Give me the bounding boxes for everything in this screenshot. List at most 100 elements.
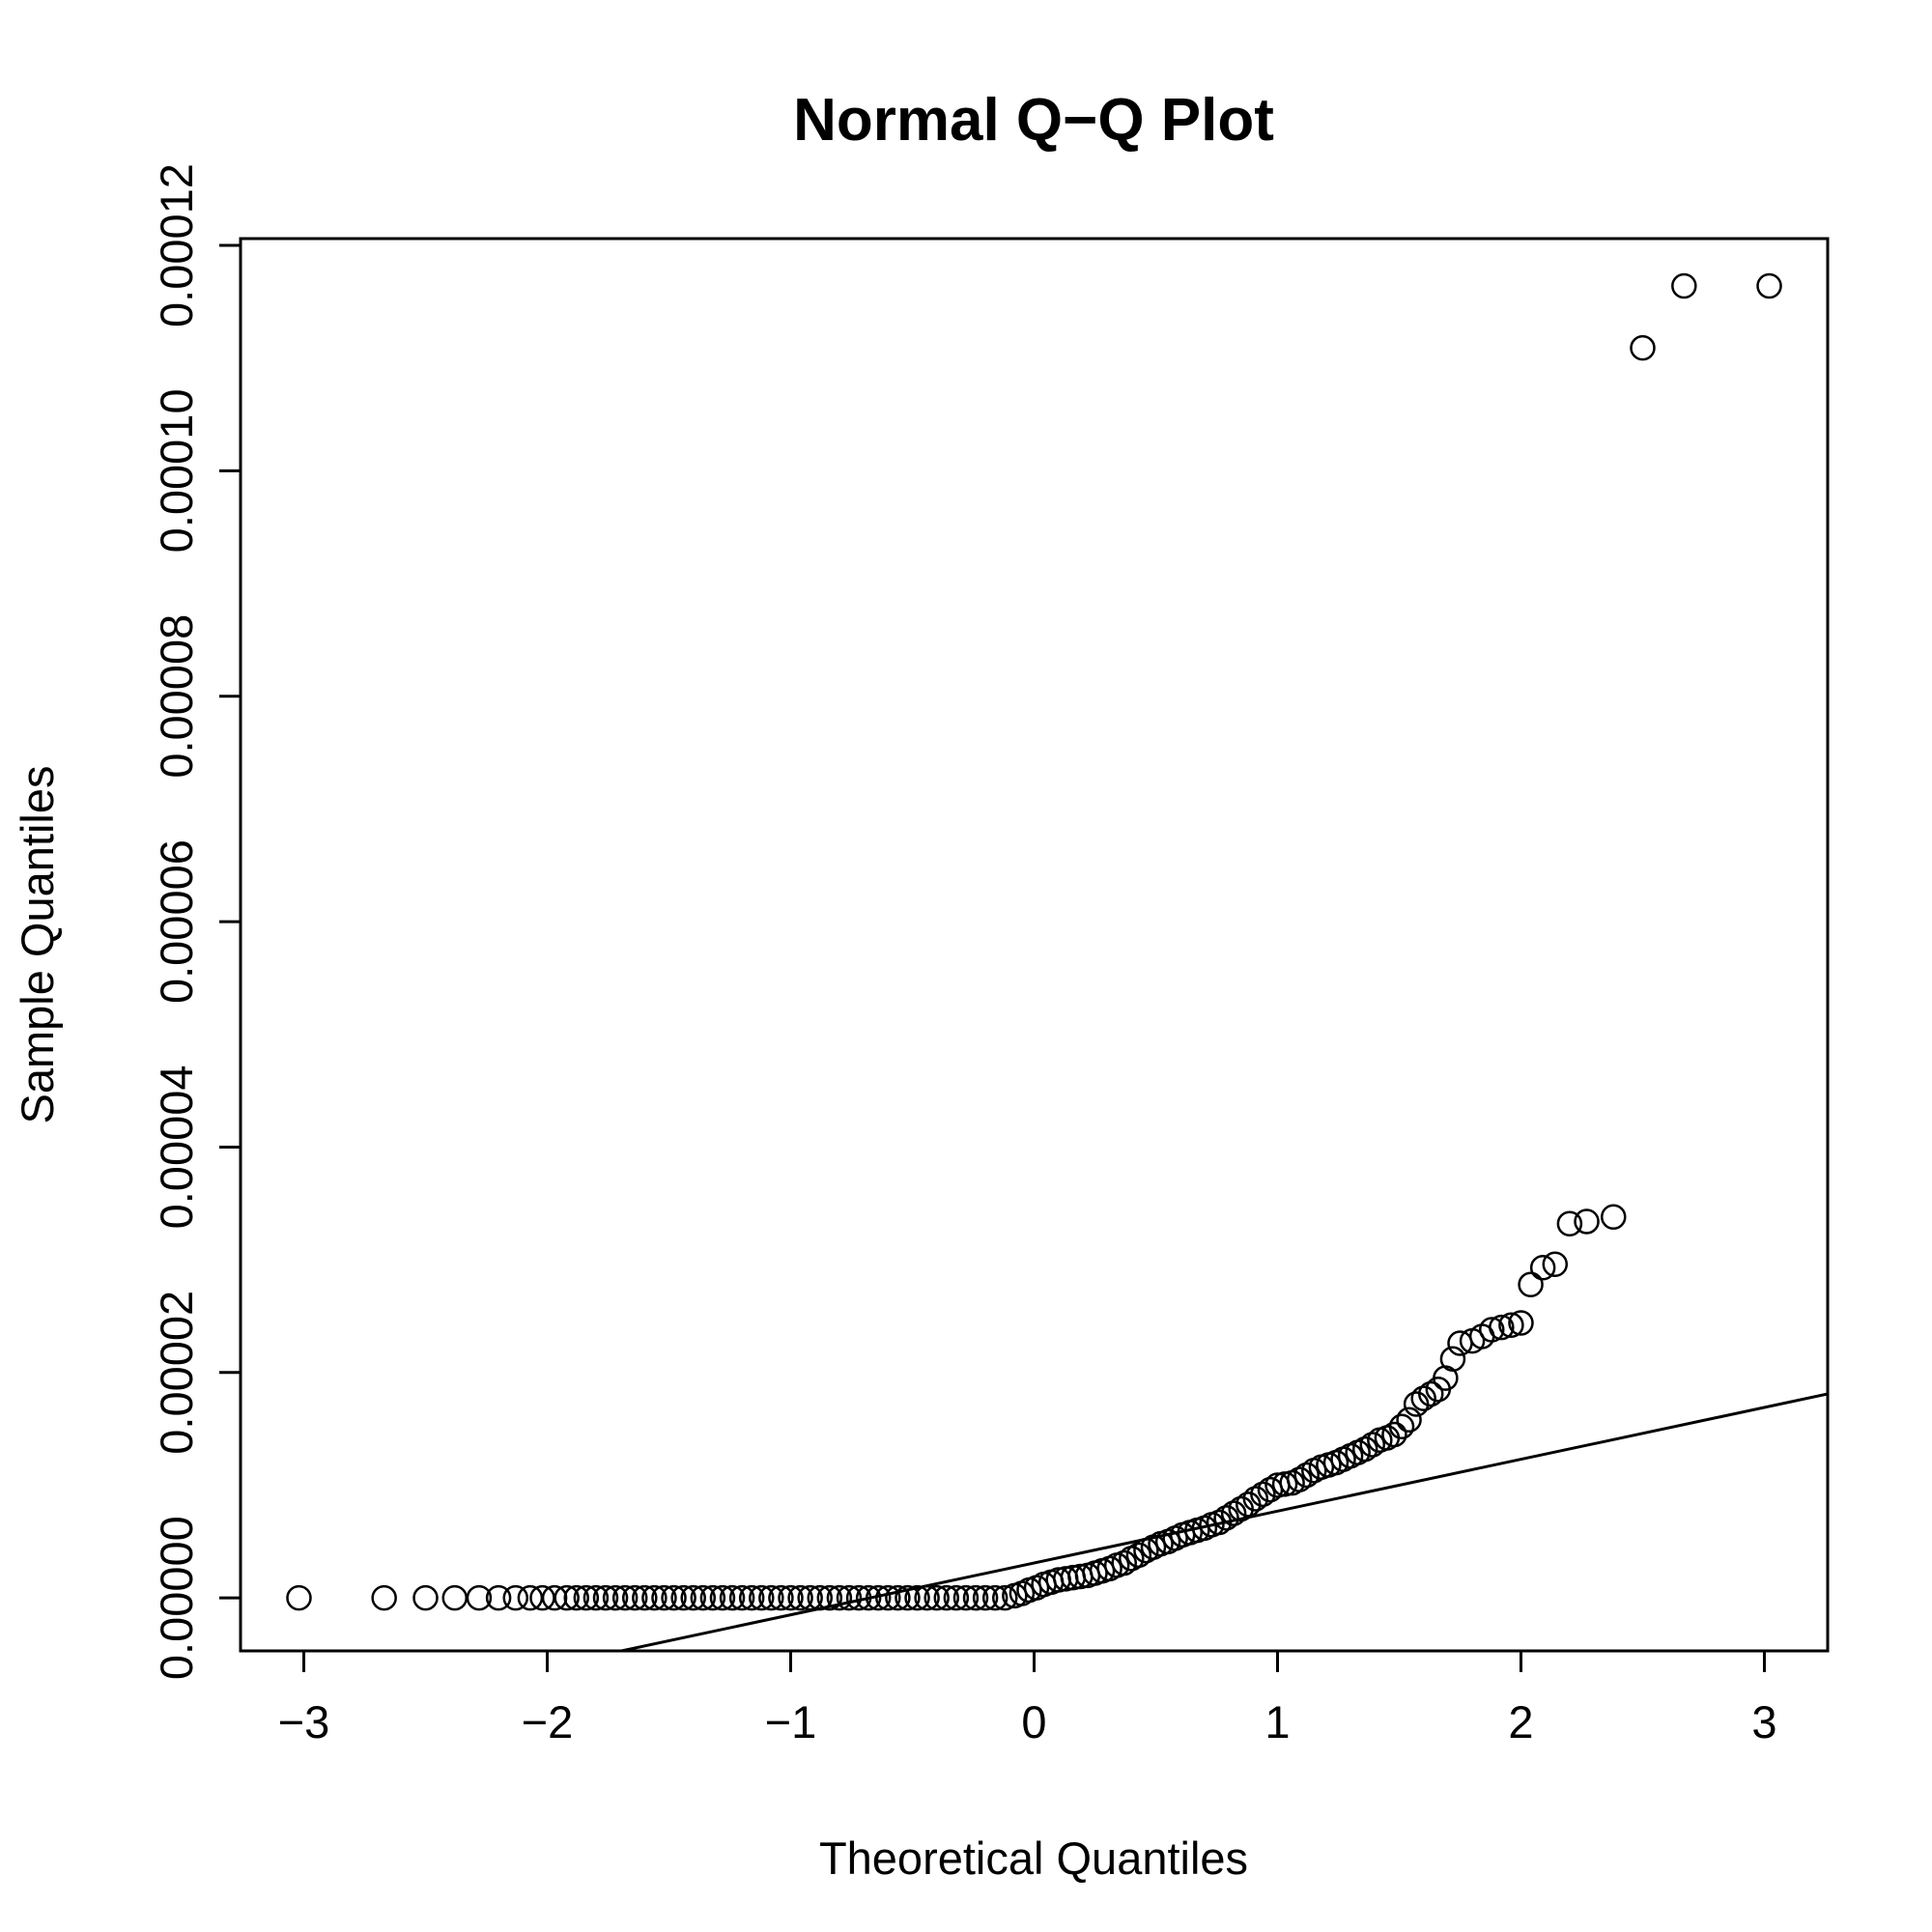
data-point bbox=[1242, 1486, 1269, 1512]
data-point bbox=[719, 1584, 746, 1611]
data-point bbox=[768, 1584, 794, 1611]
data-point bbox=[1556, 1210, 1583, 1237]
data-point bbox=[661, 1584, 687, 1611]
data-point bbox=[563, 1584, 590, 1611]
data-point bbox=[1489, 1314, 1515, 1341]
data-point bbox=[412, 1584, 439, 1611]
x-tick-label: −2 bbox=[522, 1696, 574, 1747]
data-point bbox=[592, 1584, 619, 1611]
data-point bbox=[758, 1584, 784, 1611]
data-point bbox=[728, 1584, 755, 1611]
x-tick-label: 0 bbox=[1021, 1696, 1046, 1747]
data-point bbox=[895, 1584, 921, 1611]
data-point bbox=[466, 1584, 493, 1611]
data-point bbox=[1410, 1385, 1436, 1411]
x-tick-label: 2 bbox=[1508, 1696, 1533, 1747]
x-tick-label: 3 bbox=[1751, 1696, 1776, 1747]
data-point bbox=[962, 1584, 989, 1611]
data-point bbox=[865, 1584, 892, 1611]
data-point bbox=[573, 1584, 600, 1611]
data-point bbox=[807, 1584, 833, 1611]
data-point bbox=[1250, 1481, 1276, 1508]
y-tick-label: 0.00010 bbox=[151, 388, 202, 553]
data-point bbox=[1508, 1310, 1534, 1336]
y-axis-title: Sample Quantiles bbox=[12, 766, 63, 1124]
data-point bbox=[1478, 1317, 1505, 1343]
data-point bbox=[651, 1584, 677, 1611]
data-point bbox=[992, 1584, 1018, 1611]
data-point bbox=[1293, 1462, 1320, 1489]
data-point bbox=[690, 1584, 717, 1611]
data-point bbox=[621, 1584, 648, 1611]
data-point bbox=[709, 1584, 736, 1611]
data-point bbox=[885, 1584, 911, 1611]
data-point bbox=[1213, 1505, 1239, 1531]
y-tick-label: 0.00000 bbox=[151, 1516, 202, 1680]
y-tick-label: 0.00004 bbox=[151, 1065, 202, 1229]
data-point bbox=[441, 1584, 469, 1611]
data-point bbox=[787, 1584, 813, 1611]
data-point bbox=[875, 1584, 901, 1611]
data-point bbox=[952, 1584, 980, 1611]
data-point bbox=[1359, 1432, 1386, 1458]
data-point bbox=[1220, 1500, 1247, 1526]
data-point bbox=[1286, 1466, 1313, 1492]
y-tick-label: 0.00002 bbox=[151, 1291, 202, 1455]
data-point bbox=[1388, 1413, 1415, 1440]
data-point bbox=[904, 1584, 930, 1611]
data-point bbox=[914, 1584, 940, 1611]
data-point bbox=[611, 1584, 639, 1611]
data-point bbox=[582, 1584, 610, 1611]
data-point bbox=[286, 1584, 312, 1611]
data-point bbox=[485, 1584, 512, 1611]
data-point bbox=[972, 1584, 999, 1611]
data-point bbox=[1574, 1208, 1600, 1235]
data-point bbox=[699, 1584, 726, 1611]
data-point bbox=[1125, 1542, 1152, 1569]
data-point bbox=[826, 1584, 853, 1611]
data-point bbox=[1600, 1204, 1627, 1231]
data-point bbox=[554, 1584, 580, 1611]
qq-reference-line bbox=[614, 1392, 1828, 1651]
data-point bbox=[632, 1584, 658, 1611]
data-point bbox=[738, 1584, 765, 1611]
data-point bbox=[1396, 1406, 1422, 1434]
data-point bbox=[1630, 334, 1656, 361]
data-point bbox=[1518, 1271, 1544, 1298]
data-point bbox=[797, 1584, 823, 1611]
data-point bbox=[845, 1584, 872, 1611]
data-point bbox=[836, 1584, 863, 1611]
data-point bbox=[981, 1584, 1009, 1611]
data-point bbox=[1418, 1380, 1444, 1407]
data-point bbox=[923, 1584, 950, 1611]
data-point bbox=[749, 1584, 775, 1611]
data-point bbox=[943, 1584, 970, 1611]
data-point bbox=[1381, 1421, 1407, 1448]
x-tick-label: −3 bbox=[278, 1696, 330, 1747]
data-point bbox=[680, 1584, 706, 1611]
data-point bbox=[371, 1584, 397, 1611]
y-tick-label: 0.00008 bbox=[151, 614, 202, 779]
y-tick-label: 0.00012 bbox=[151, 163, 202, 327]
data-point bbox=[1529, 1255, 1556, 1281]
data-point bbox=[541, 1584, 568, 1611]
data-point bbox=[1111, 1549, 1137, 1577]
data-point bbox=[602, 1584, 629, 1611]
chart-title: Normal Q−Q Plot bbox=[793, 87, 1274, 154]
plot-area: −3 −2 −1 0 1 2 3 0.00000 0.00002 0.00004 0.00006 0.… bbox=[151, 163, 1830, 1747]
x-axis-title: Theoretical Quantiles bbox=[819, 1833, 1248, 1884]
data-point bbox=[855, 1584, 882, 1611]
x-tick-label: 1 bbox=[1264, 1696, 1290, 1747]
data-point bbox=[502, 1584, 529, 1611]
data-point bbox=[1671, 272, 1697, 299]
data-point bbox=[641, 1584, 668, 1611]
data-point bbox=[670, 1584, 696, 1611]
data-point bbox=[778, 1584, 804, 1611]
data-point bbox=[1351, 1435, 1378, 1463]
x-tick-label: −1 bbox=[765, 1696, 817, 1747]
data-point bbox=[816, 1584, 843, 1611]
data-point bbox=[1206, 1509, 1233, 1536]
data-point bbox=[1542, 1251, 1569, 1278]
data-point bbox=[1756, 272, 1782, 299]
